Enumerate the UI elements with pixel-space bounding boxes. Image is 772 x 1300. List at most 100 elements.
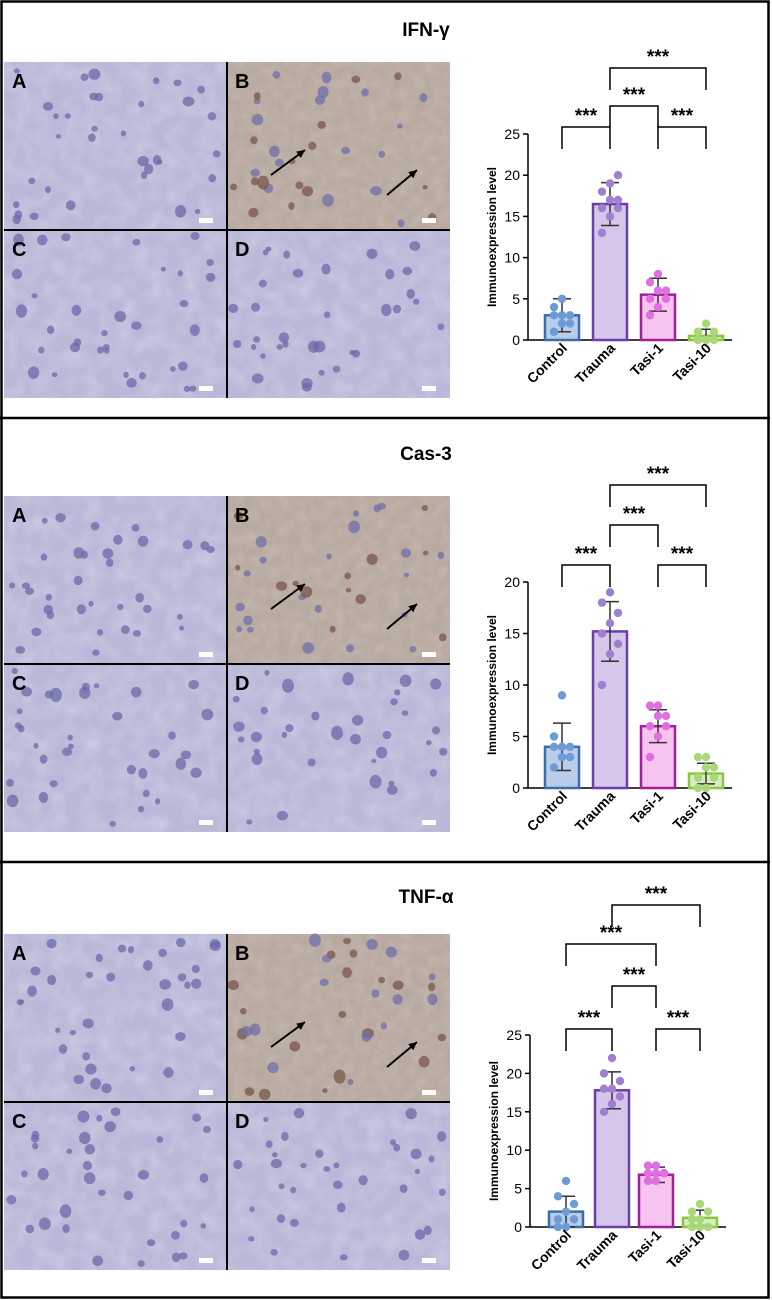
- micrograph-b: B: [227, 62, 450, 230]
- cell-nucleus: [30, 966, 41, 976]
- cell-nucleus: [182, 96, 195, 107]
- cell-nucleus: [110, 1107, 121, 1117]
- cell-nucleus: [361, 1031, 372, 1042]
- cell-nucleus: [427, 993, 438, 1006]
- cell-nucleus: [82, 1160, 92, 1171]
- cell-nucleus: [55, 513, 66, 523]
- micrograph-label: C: [12, 239, 26, 261]
- significance-bracket: [657, 126, 707, 149]
- cell-nucleus: [13, 233, 24, 247]
- cell-nucleus: [132, 238, 141, 246]
- data-point: [661, 711, 671, 721]
- data-point: [557, 691, 567, 700]
- cell-nucleus: [127, 946, 135, 954]
- cell-nucleus: [171, 1252, 181, 1263]
- data-point: [693, 783, 703, 793]
- cell-nucleus: [329, 625, 336, 633]
- cell-nucleus: [317, 120, 326, 129]
- cell-nucleus: [351, 75, 361, 84]
- cell-nucleus: [143, 960, 153, 971]
- cell-nucleus: [152, 77, 160, 85]
- cell-nucleus: [428, 1155, 435, 1163]
- cell-nucleus: [120, 130, 127, 137]
- cell-nucleus: [88, 600, 94, 607]
- cell-nucleus: [370, 186, 382, 196]
- cell-nucleus: [130, 686, 142, 698]
- cell-nucleus: [206, 258, 214, 267]
- cell-nucleus: [289, 1041, 301, 1052]
- cell-nucleus: [409, 241, 421, 251]
- data-point: [701, 752, 711, 762]
- micrograph-a: A: [4, 496, 227, 664]
- cell-nucleus: [188, 679, 199, 690]
- data-point: [557, 319, 567, 328]
- cell-nucleus: [123, 1190, 134, 1201]
- cell-nucleus: [378, 976, 386, 984]
- cell-nucleus: [322, 193, 334, 207]
- cell-nucleus: [248, 207, 259, 218]
- cell-nucleus: [276, 810, 289, 821]
- cell-nucleus: [146, 1239, 156, 1247]
- y-tick-label: 0: [514, 1219, 522, 1235]
- data-point: [693, 335, 703, 345]
- cell-nucleus: [106, 972, 116, 982]
- data-point: [701, 763, 711, 772]
- cell-nucleus: [69, 1029, 77, 1036]
- cell-nucleus: [21, 582, 31, 590]
- cell-nucleus: [253, 92, 261, 101]
- data-point: [693, 773, 703, 782]
- cell-nucleus: [438, 1188, 446, 1197]
- significance-bracket: [561, 126, 611, 149]
- cell-nucleus: [394, 72, 402, 81]
- cell-nucleus: [95, 953, 103, 963]
- cell-nucleus: [344, 572, 352, 580]
- micrograph-label: D: [235, 1111, 249, 1133]
- cell-nucleus: [432, 726, 441, 735]
- arrow-head: [408, 170, 417, 179]
- cell-nucleus: [142, 604, 152, 614]
- cell-nucleus: [94, 92, 104, 102]
- cell-nucleus: [409, 645, 417, 653]
- cell-nucleus: [278, 1183, 285, 1190]
- data-point: [653, 732, 663, 741]
- significance-bracket: [609, 484, 707, 507]
- significance-bracket: [609, 67, 707, 90]
- cell-nucleus: [98, 1189, 106, 1196]
- cell-nucleus: [96, 1114, 103, 1122]
- cell-nucleus: [399, 1184, 408, 1193]
- cell-nucleus: [137, 1260, 145, 1268]
- micrograph-label: C: [12, 673, 26, 695]
- cell-nucleus: [88, 68, 101, 80]
- cell-nucleus: [123, 371, 129, 379]
- cell-nucleus: [265, 1140, 273, 1148]
- data-point: [599, 1084, 609, 1093]
- cell-nucleus: [178, 1252, 188, 1260]
- cell-nucleus: [272, 1152, 278, 1158]
- cell-nucleus: [369, 774, 382, 789]
- micrograph-label: C: [12, 1111, 26, 1133]
- cell-nucleus: [342, 967, 353, 978]
- cell-nucleus: [236, 626, 243, 633]
- cell-nucleus: [405, 1108, 417, 1120]
- cell-nucleus: [139, 372, 146, 380]
- cell-nucleus: [385, 946, 397, 958]
- cell-nucleus: [40, 553, 48, 561]
- cell-nucleus: [6, 1195, 17, 1205]
- micrograph-texture: [227, 230, 450, 398]
- cell-nucleus: [126, 377, 137, 388]
- data-point: [565, 742, 575, 751]
- cell-nucleus: [300, 1162, 307, 1169]
- data-point: [605, 179, 615, 188]
- cell-nucleus: [205, 272, 216, 282]
- cell-nucleus: [6, 778, 14, 787]
- cell-nucleus: [255, 536, 267, 548]
- cell-nucleus: [135, 592, 144, 603]
- cell-nucleus: [341, 146, 351, 155]
- cell-nucleus: [322, 1088, 328, 1094]
- cell-nucleus: [423, 1225, 432, 1236]
- cell-nucleus: [19, 999, 25, 1004]
- micrograph-grid: A B C D: [4, 496, 450, 832]
- cell-nucleus: [390, 698, 398, 706]
- cell-nucleus: [422, 184, 428, 190]
